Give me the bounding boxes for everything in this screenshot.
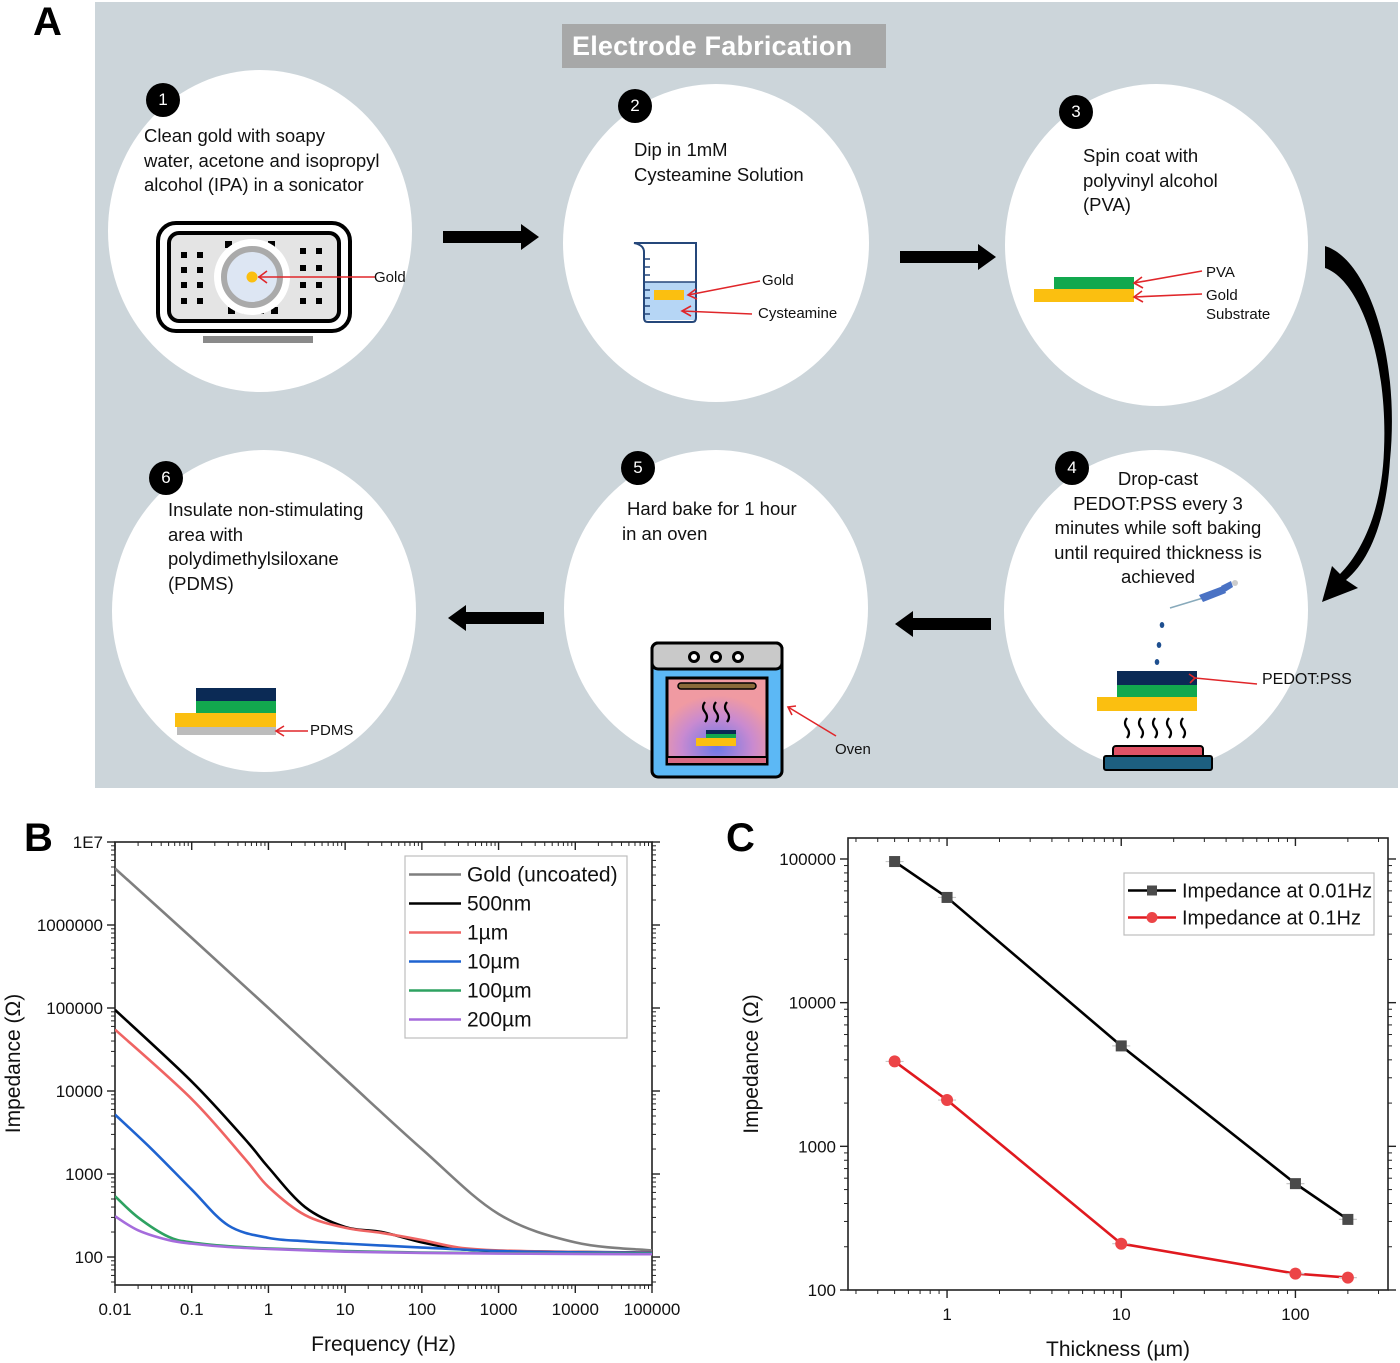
step-2-text: Dip in 1mM Cysteamine Solution (634, 139, 804, 185)
y-tick-label: 1000 (65, 1165, 103, 1184)
series-line-3 (115, 1113, 652, 1255)
pipette-hotplate-icon (1097, 580, 1258, 771)
panel-label-a: A (33, 0, 62, 44)
step-4-number: 4 (1055, 451, 1089, 485)
legend-box (1123, 872, 1375, 936)
step-3-text: Spin coat with polyvinyl alcohol (PVA) (1083, 145, 1218, 215)
layer-stack-icon (1034, 270, 1203, 303)
step-1-text: Clean gold with soapy water, acetone and… (144, 125, 380, 195)
y-axis-title: Impedance (Ω) (2, 994, 25, 1133)
step-5-number: 5 (621, 451, 655, 485)
data-point-square (1289, 1178, 1301, 1190)
legend-marker-circle (1146, 912, 1158, 923)
data-point-square (1115, 1040, 1127, 1052)
data-point-circle (888, 1055, 901, 1068)
y-tick-label: 10000 (56, 1082, 103, 1101)
series-line-0 (115, 867, 652, 1252)
data-point-circle (1289, 1267, 1302, 1280)
y-tick-label: 100000 (46, 999, 103, 1018)
legend-label: Impedance at 0.01Hz (1182, 881, 1372, 903)
arrow-right-icon (900, 244, 996, 270)
legend-marker-square (1147, 885, 1157, 896)
arrow-right-icon (443, 224, 539, 250)
step-6-label-pdms: PDMS (310, 722, 354, 739)
data-point-square (1342, 1213, 1354, 1225)
x-tick-label: 1000 (480, 1300, 518, 1319)
data-point-square (941, 891, 953, 903)
y-tick-label: 1000 (798, 1137, 836, 1156)
x-axis-title: Thickness (µm) (1046, 1338, 1190, 1361)
x-tick-label: 0.01 (98, 1300, 131, 1319)
step-2-number: 2 (618, 89, 652, 123)
y-tick-label: 1E7 (73, 833, 103, 852)
y-tick-label: 10000 (789, 994, 836, 1013)
data-point-circle (1115, 1237, 1128, 1250)
legend-label: Gold (uncoated) (467, 864, 618, 887)
impedance-frequency-chart: 0.01 0.1 1 10 100 1000 10000 100000 100 1000 10000… (2, 833, 681, 1356)
legend-label: 1µm (467, 922, 508, 945)
sonicator-icon (156, 221, 375, 343)
step-3-label-pva: PVA (1206, 264, 1235, 281)
step-6-number: 6 (149, 461, 183, 495)
step-1-label-gold: Gold (374, 269, 406, 286)
x-tick-label: 1 (264, 1300, 273, 1319)
step-3-circle (1005, 84, 1308, 406)
legend-label: 200µm (467, 1009, 532, 1032)
x-axis-title: Frequency (Hz) (311, 1333, 456, 1356)
step-3-number: 3 (1059, 95, 1093, 129)
y-axis-title: Impedance (Ω) (740, 994, 763, 1133)
data-point-circle (941, 1094, 954, 1107)
step-1-number: 1 (146, 83, 180, 117)
step-2-label-cysteamine: Cysteamine (758, 305, 838, 322)
step-4-label-pedot: PEDOT:PSS (1262, 671, 1352, 688)
y-tick-label: 100000 (779, 850, 836, 869)
y-tick-label: 100 (808, 1281, 836, 1300)
oven-icon (650, 641, 837, 779)
x-tick-label: 100000 (624, 1300, 681, 1319)
fabrication-title: Electrode Fabrication (562, 24, 886, 68)
panel-label-c: C (726, 816, 755, 860)
step-5-text: Hard bake for 1 hour in an oven (622, 498, 797, 544)
x-tick-label: 1 (942, 1305, 951, 1324)
data-point-circle (1341, 1271, 1354, 1284)
step-4-text: Drop-cast PEDOT:PSS every 3 minutes whil… (1054, 468, 1262, 587)
curved-arrow-icon (1322, 246, 1392, 602)
step-5-label-oven: Oven (835, 741, 871, 758)
step-2-label-gold: Gold (762, 272, 794, 289)
x-tick-label: 10000 (552, 1300, 599, 1319)
data-point-square (889, 856, 901, 868)
panel-label-b: B (24, 816, 53, 860)
step-2-circle (563, 84, 869, 402)
step-4-circle (1004, 450, 1308, 770)
step-6-text: Insulate non-stimulating area with polyd… (168, 499, 364, 594)
beaker-icon (633, 242, 761, 323)
y-tick-label: 1000000 (37, 916, 103, 935)
step-3-label-gold-substrate: Gold Substrate (1206, 287, 1271, 323)
series-line-5 (115, 1215, 652, 1256)
legend-label: 10µm (467, 951, 520, 974)
legend-label: 100µm (467, 980, 532, 1003)
layer-stack-icon (175, 688, 308, 737)
x-tick-label: 100 (408, 1300, 436, 1319)
x-tick-label: 0.1 (180, 1300, 204, 1319)
x-tick-label: 100 (1281, 1305, 1309, 1324)
x-tick-label: 10 (336, 1300, 355, 1319)
y-tick-label: 100 (75, 1248, 103, 1267)
x-tick-label: 10 (1112, 1305, 1131, 1324)
legend-label: 500nm (467, 893, 531, 916)
legend-label: Impedance at 0.1Hz (1182, 908, 1361, 930)
legend-box (404, 855, 628, 1039)
arrow-left-icon (895, 611, 991, 637)
arrow-left-icon (448, 605, 544, 631)
impedance-thickness-chart: 1 10 100 100 1000 10000 100000 Thickness (µm) Im… (740, 837, 1396, 1361)
